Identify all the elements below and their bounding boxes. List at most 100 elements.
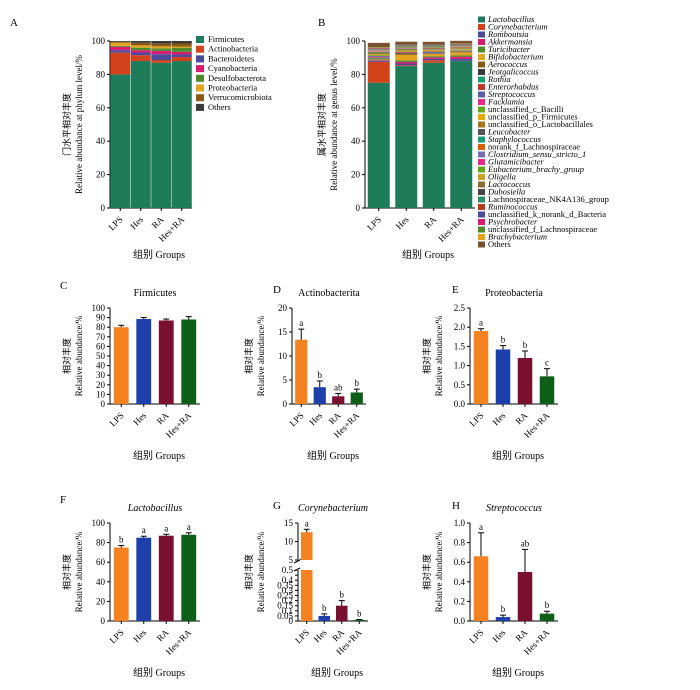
y-axis-title-en: Relative abundance/% xyxy=(74,315,84,396)
bar-segment xyxy=(450,44,473,46)
legend-label: Verrucomicrobiota xyxy=(208,92,272,102)
x-axis-title: 组别 Groups xyxy=(133,666,185,679)
x-tick-label: Hes xyxy=(490,410,507,427)
significance-label: a xyxy=(142,525,146,535)
bar-segment xyxy=(130,45,151,48)
legend-label: Desulfobacterota xyxy=(208,73,266,83)
bar-segment xyxy=(151,60,172,63)
legend-label: Bifidobacterium xyxy=(488,52,543,62)
panel-letter: D xyxy=(273,284,281,296)
bar-segment xyxy=(367,42,390,48)
bar-segment xyxy=(395,52,418,54)
bar-segment xyxy=(151,54,172,61)
bar-segment xyxy=(395,65,418,67)
bar xyxy=(353,619,366,621)
bar-segment xyxy=(450,61,473,208)
panel-F: F Lactobacillus 0 20 40 60 80 100 b a a a LPS Hes RAHe… xyxy=(60,494,200,679)
bar-segment xyxy=(171,46,192,48)
legend-swatch xyxy=(196,65,204,73)
y-tick-label: 2.5 xyxy=(454,303,466,313)
bar-segment xyxy=(130,55,151,62)
y-axis-title-cn: 相对丰度 xyxy=(243,554,254,590)
bar-segment xyxy=(395,63,418,66)
x-tick-label: Hes xyxy=(490,627,507,644)
bar-segment xyxy=(110,74,131,209)
y-tick-label: 80 xyxy=(96,538,106,548)
x-tick-label: Hes xyxy=(131,627,148,644)
x-axis-title: 组别 Groups xyxy=(311,666,363,679)
legend-label: Eubacterium_brachy_group xyxy=(487,164,584,174)
bar-segment xyxy=(367,61,390,83)
legend-swatch xyxy=(478,99,485,105)
y-tick-label: 0 xyxy=(101,616,106,626)
y-tick-label: 20 xyxy=(96,380,106,390)
bar-segment xyxy=(450,49,473,50)
x-tick-label: Hes+RA xyxy=(164,410,194,440)
legend-label: Lachnospiraceae_NK4A136_group xyxy=(488,194,609,204)
bar-segment xyxy=(151,41,172,44)
legend-label: unclassified_f_Lachnospiraceae xyxy=(488,224,597,234)
bar-segment xyxy=(130,42,151,46)
bar-segment xyxy=(130,47,151,51)
legend-label: Actinobacteria xyxy=(208,44,258,54)
bar xyxy=(136,319,152,404)
y-tick-label: 0.4 xyxy=(282,575,294,585)
x-tick-label: Hes xyxy=(307,410,324,427)
legend-label: Turicibacter xyxy=(488,44,531,54)
significance-label: a xyxy=(479,522,483,532)
y-axis-title-en: Relative abundance/% xyxy=(74,531,84,612)
bar-segment xyxy=(450,55,473,57)
y-tick-label: 0.4 xyxy=(454,577,466,587)
y-tick-label: 2.0 xyxy=(454,322,466,332)
bar-segment xyxy=(110,42,131,46)
legend-swatch xyxy=(478,211,485,218)
bar-segment xyxy=(151,48,172,51)
x-tick-label: LPS xyxy=(467,627,485,645)
bar-break-gap xyxy=(299,560,314,570)
y-tick-label: 20 xyxy=(96,170,106,180)
bar xyxy=(313,387,326,404)
y-axis-title-en: Relative abundance/% xyxy=(434,315,444,396)
legend-swatch xyxy=(478,69,485,75)
y-tick-label: 5 xyxy=(283,375,288,385)
bar-segment xyxy=(367,50,390,52)
y-tick-label: 0.15 xyxy=(277,601,293,611)
bar xyxy=(113,547,129,621)
y-axis-title-E: 相对丰度 Relative abundance/% xyxy=(421,315,444,396)
bar-segment xyxy=(422,58,445,61)
legend-swatch xyxy=(478,136,485,143)
bar-segment xyxy=(422,54,445,57)
bar-segment xyxy=(450,48,473,50)
bar-segment xyxy=(422,48,445,49)
y-tick-label: 100 xyxy=(92,518,106,528)
legend-swatch xyxy=(478,241,485,248)
legend-swatch xyxy=(478,16,485,23)
y-tick-label: 10 xyxy=(278,351,288,361)
bar-segment xyxy=(450,46,473,48)
legend-label: Cyanobacteria xyxy=(208,63,257,73)
y-tick-label: 20 xyxy=(351,170,361,180)
y-axis-title-cn: 相对丰度 xyxy=(243,338,254,374)
bar-segment xyxy=(450,40,473,44)
legend-swatch xyxy=(478,54,485,60)
bar-segment xyxy=(422,52,445,54)
x-tick-label: LPS xyxy=(108,627,126,645)
y-tick-label: 0.0 xyxy=(454,616,466,626)
legend-swatch xyxy=(478,166,485,173)
y-tick-label: 100 xyxy=(347,36,361,46)
panel-E: E Proteobacteria 0.0 0.5 1.0 1.5 2.0 2.5 a b b c LPS… xyxy=(421,284,558,462)
y-tick-label: 10 xyxy=(284,537,294,547)
bar-segment xyxy=(367,57,390,58)
legend: FirmicutesActinobacteriaBacteroidetesCya… xyxy=(196,34,272,112)
bar xyxy=(335,605,348,621)
significance-label: b xyxy=(355,378,360,388)
significance-label: b xyxy=(340,590,345,600)
bar-upper xyxy=(300,532,313,560)
y-tick-label: 80 xyxy=(96,69,106,79)
panel-letter: A xyxy=(10,17,18,29)
bar-segment xyxy=(367,59,390,60)
bar-segment xyxy=(450,49,473,51)
legend-swatch xyxy=(196,74,204,82)
